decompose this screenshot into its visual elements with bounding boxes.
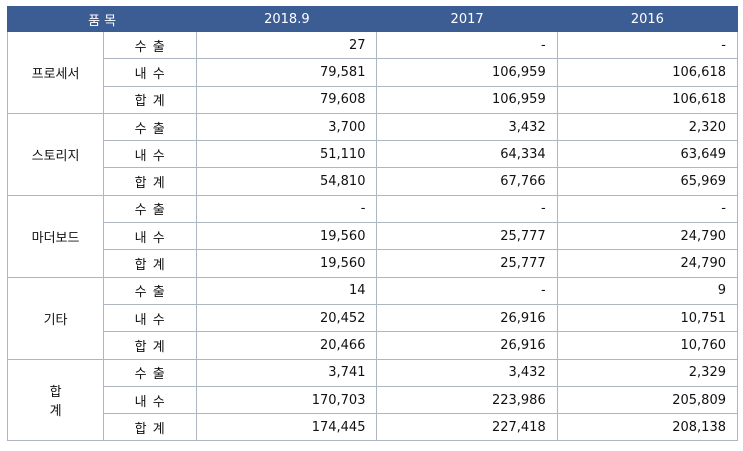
table-row: 합 계 20,466 26,916 10,760 [8, 331, 739, 360]
value-cell: 20,452 [196, 303, 378, 333]
value-cell: 3,700 [196, 112, 378, 142]
value-cell: 25,777 [376, 249, 558, 278]
value-cell: 19,560 [196, 249, 378, 278]
value-cell: - [556, 194, 739, 224]
row-label: 합 계 [103, 413, 198, 442]
value-cell: 106,959 [376, 85, 558, 114]
value-cell: 26,916 [376, 303, 558, 333]
table-header: 품 목 2018.9 2017 2016 [6, 6, 739, 32]
value-cell: 19,560 [196, 222, 378, 251]
value-cell: 10,751 [556, 303, 739, 333]
table-row: 스토리지 수 출 3,700 3,432 2,320 [6, 112, 739, 196]
value-cell: 9 [556, 276, 739, 305]
value-cell: 20,466 [196, 331, 378, 360]
row-label: 합 계 [103, 85, 198, 114]
table-row: 합 계 19,560 25,777 24,790 [8, 249, 739, 278]
header-col-2016: 2016 [556, 6, 739, 32]
value-cell: - [556, 30, 739, 60]
table-row: 합 계 54,810 67,766 65,969 [8, 167, 739, 196]
table-row: 내 수 79,581 106,959 106,618 [8, 58, 739, 87]
value-cell: 14 [196, 276, 378, 305]
value-cell: 51,110 [196, 140, 378, 169]
value-cell: 3,741 [196, 358, 378, 387]
table-row: 내 수 19,560 25,777 24,790 [8, 222, 739, 251]
value-cell: 26,916 [376, 331, 558, 360]
value-cell: 10,760 [556, 331, 739, 360]
table-row: 합 계 79,608 106,959 106,618 [8, 85, 739, 114]
value-cell: 170,703 [196, 385, 378, 415]
value-cell: 2,320 [556, 112, 739, 142]
category-cell: 스토리지 [6, 112, 105, 196]
value-cell: 63,649 [556, 140, 739, 169]
row-label: 내 수 [103, 303, 198, 333]
value-cell: - [376, 276, 558, 305]
value-cell: 67,766 [376, 167, 558, 196]
category-cell-total: 합계 [6, 358, 105, 442]
category-cell: 기타 [6, 276, 105, 360]
value-cell: 79,581 [196, 58, 378, 87]
header-col-2017: 2017 [376, 6, 558, 32]
value-cell: - [196, 194, 378, 224]
value-cell: 223,986 [376, 385, 558, 415]
row-label: 수 출 [103, 358, 198, 387]
category-cell: 마더보드 [6, 194, 105, 278]
table-body: 프로세서 수 출 27 - - 내 수 79,581 106,959 106,6… [6, 30, 739, 442]
value-cell: - [376, 194, 558, 224]
value-cell: 106,618 [556, 85, 739, 114]
row-label: 내 수 [103, 385, 198, 415]
table-row: 기타 수 출 14 - 9 [6, 276, 739, 360]
value-cell: 174,445 [196, 413, 378, 442]
table-row: 내 수 20,452 26,916 10,751 [8, 303, 739, 333]
value-cell: 54,810 [196, 167, 378, 196]
value-cell: 3,432 [376, 358, 558, 387]
row-label: 수 출 [103, 30, 198, 60]
row-label: 수 출 [103, 194, 198, 224]
value-cell: 24,790 [556, 249, 739, 278]
row-label: 수 출 [103, 112, 198, 142]
value-cell: 2,329 [556, 358, 739, 387]
category-cell: 프로세서 [6, 31, 105, 114]
data-table: 품 목 2018.9 2017 2016 프로세서 수 출 27 - - 내 수… [6, 6, 739, 442]
value-cell: 3,432 [376, 112, 558, 142]
row-label: 합 계 [103, 167, 198, 196]
header-item: 품 목 [6, 6, 198, 32]
header-col-2018-9: 2018.9 [196, 6, 378, 32]
value-cell: 65,969 [556, 167, 739, 196]
value-cell: 64,334 [376, 140, 558, 169]
table-row: 내 수 51,110 64,334 63,649 [8, 140, 739, 169]
table-row: 프로세서 수 출 27 - - [6, 30, 739, 114]
value-cell: 106,959 [376, 58, 558, 87]
row-label: 내 수 [103, 140, 198, 169]
header-row: 품 목 2018.9 2017 2016 [6, 6, 739, 32]
value-cell: 106,618 [556, 58, 739, 87]
row-label: 내 수 [103, 222, 198, 251]
value-cell: 25,777 [376, 222, 558, 251]
table-row: 내 수 170,703 223,986 205,809 [8, 385, 739, 415]
value-cell: 27 [196, 30, 378, 60]
value-cell: - [376, 30, 558, 60]
value-cell: 79,608 [196, 85, 378, 114]
row-label: 합 계 [103, 331, 198, 360]
value-cell: 24,790 [556, 222, 739, 251]
table-row: 합 계 174,445 227,418 208,138 [8, 413, 739, 442]
row-label: 수 출 [103, 276, 198, 305]
table-row: 마더보드 수 출 - - - [6, 194, 739, 278]
value-cell: 208,138 [556, 413, 739, 442]
value-cell: 227,418 [376, 413, 558, 442]
table-row: 합계 수 출 3,741 3,432 2,329 [6, 358, 739, 442]
row-label: 내 수 [103, 58, 198, 87]
row-label: 합 계 [103, 249, 198, 278]
value-cell: 205,809 [556, 385, 739, 415]
